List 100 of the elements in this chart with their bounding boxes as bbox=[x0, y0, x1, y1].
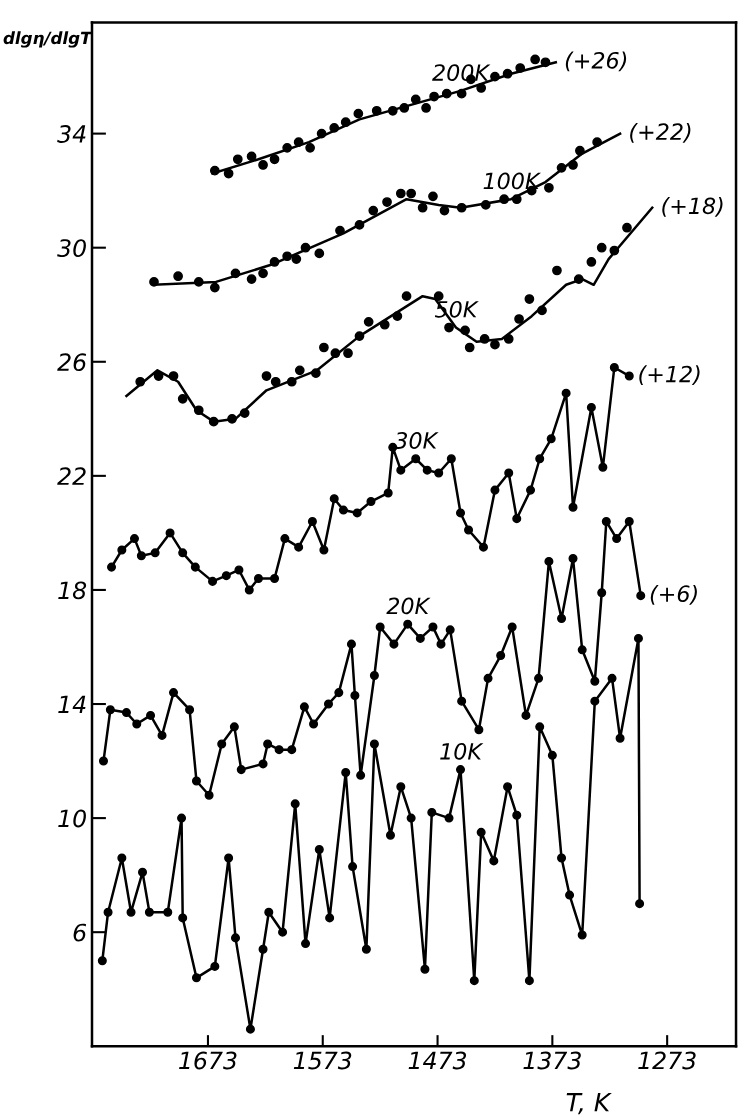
point bbox=[592, 137, 602, 148]
point bbox=[609, 245, 620, 256]
point bbox=[168, 688, 179, 698]
point bbox=[369, 739, 379, 749]
point bbox=[274, 745, 284, 755]
point bbox=[341, 767, 351, 777]
point bbox=[598, 462, 608, 472]
series-label: 10K bbox=[440, 742, 484, 760]
point bbox=[278, 927, 288, 937]
point bbox=[512, 514, 522, 524]
point bbox=[395, 188, 406, 199]
point bbox=[439, 205, 450, 216]
point bbox=[568, 160, 578, 170]
point bbox=[105, 705, 115, 715]
point bbox=[135, 376, 146, 387]
point bbox=[635, 899, 645, 909]
point bbox=[434, 468, 444, 478]
point bbox=[204, 790, 214, 800]
point bbox=[126, 907, 136, 917]
point bbox=[586, 257, 597, 267]
point bbox=[526, 485, 536, 495]
point bbox=[609, 362, 619, 372]
point bbox=[615, 733, 625, 743]
point bbox=[177, 813, 187, 823]
point bbox=[280, 534, 290, 544]
point bbox=[129, 534, 139, 544]
annotation: (+22) bbox=[630, 122, 691, 143]
series-label: 20K bbox=[386, 597, 431, 615]
y-tick-label: 22 bbox=[57, 467, 86, 485]
point bbox=[511, 194, 522, 205]
point bbox=[421, 103, 431, 113]
point bbox=[264, 907, 274, 917]
point bbox=[568, 502, 578, 512]
point bbox=[406, 188, 417, 199]
point bbox=[455, 765, 466, 775]
y-tick-label: 6 bbox=[73, 923, 87, 942]
point bbox=[209, 282, 220, 293]
point bbox=[191, 973, 201, 983]
point bbox=[208, 576, 218, 586]
point bbox=[366, 497, 376, 507]
point bbox=[490, 339, 500, 350]
point bbox=[636, 591, 646, 601]
point bbox=[270, 574, 280, 584]
point bbox=[153, 371, 164, 381]
point bbox=[596, 242, 607, 253]
point bbox=[163, 907, 173, 917]
point bbox=[221, 571, 231, 581]
point bbox=[496, 651, 506, 661]
point bbox=[224, 853, 234, 863]
y-tick-label: 26 bbox=[57, 353, 87, 372]
point bbox=[234, 565, 244, 575]
point bbox=[282, 251, 293, 262]
point bbox=[230, 933, 241, 943]
point bbox=[456, 202, 467, 213]
point bbox=[107, 562, 117, 572]
point bbox=[293, 137, 304, 148]
point bbox=[168, 371, 179, 381]
point bbox=[552, 265, 562, 276]
point bbox=[544, 556, 554, 566]
point bbox=[406, 813, 416, 823]
point bbox=[311, 368, 321, 379]
point bbox=[469, 976, 479, 986]
point bbox=[363, 316, 374, 327]
point bbox=[535, 722, 545, 732]
point bbox=[441, 88, 452, 99]
point bbox=[489, 856, 499, 866]
point bbox=[117, 853, 127, 863]
point bbox=[290, 799, 300, 809]
point bbox=[530, 54, 540, 65]
point bbox=[483, 673, 493, 683]
point bbox=[573, 274, 584, 284]
point bbox=[325, 913, 335, 923]
point bbox=[490, 485, 500, 495]
point bbox=[258, 944, 268, 954]
point bbox=[612, 534, 622, 544]
point bbox=[512, 810, 522, 820]
point bbox=[340, 117, 351, 128]
point bbox=[353, 108, 364, 119]
point bbox=[476, 83, 487, 93]
point bbox=[607, 673, 617, 683]
point bbox=[503, 782, 513, 792]
y-axis-title: dlgη/dlgT bbox=[3, 31, 93, 48]
y-tick-label: 30 bbox=[57, 239, 86, 257]
point bbox=[346, 639, 356, 649]
point bbox=[457, 696, 467, 706]
point bbox=[223, 168, 234, 179]
point bbox=[150, 548, 160, 558]
point bbox=[575, 145, 585, 156]
point bbox=[352, 508, 362, 518]
point bbox=[319, 342, 329, 353]
x-tick-label: 1573 bbox=[293, 1051, 352, 1070]
point bbox=[334, 688, 344, 698]
point bbox=[314, 844, 324, 854]
point bbox=[540, 57, 551, 68]
point bbox=[396, 782, 406, 792]
x-tick-label: 1373 bbox=[523, 1051, 581, 1070]
point bbox=[429, 91, 439, 102]
point bbox=[350, 690, 360, 700]
point bbox=[455, 508, 466, 518]
point bbox=[173, 271, 183, 282]
